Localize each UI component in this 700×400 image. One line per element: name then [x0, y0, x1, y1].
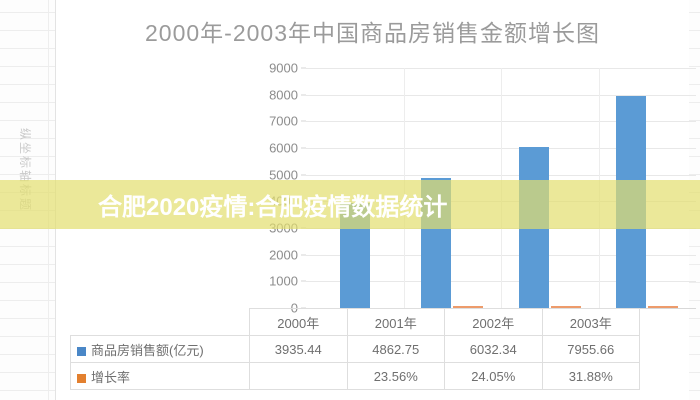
table-header-row: 2000年 2001年 2002年 2003年: [71, 308, 640, 336]
y-axis-tick-label: 6000: [269, 140, 298, 156]
table-cell: [249, 362, 348, 390]
y-axis-tick-label: 5000: [269, 167, 298, 183]
legend-label: 商品房销售额(亿元): [91, 342, 204, 358]
bar-growth-rate: [648, 306, 679, 308]
y-axis-tick-mark: [301, 120, 306, 122]
table-row-header: 商品房销售额(亿元): [70, 335, 250, 363]
table-row: 增长率 23.56% 24.05% 31.88%: [70, 362, 640, 390]
legend-label: 增长率: [91, 369, 131, 385]
table-cell: 31.88%: [541, 362, 640, 390]
y-axis-tick-mark: [301, 280, 306, 282]
table-cell: 23.56%: [346, 362, 445, 390]
y-axis-tick-label: 2000: [269, 247, 298, 263]
overlay-banner: 合肥2020疫情:合肥疫情数据统计: [0, 180, 700, 229]
legend-swatch-icon: [77, 346, 86, 356]
table-column-header: 2000年: [249, 308, 348, 336]
y-axis-tick-mark: [301, 174, 306, 176]
table-cell: 3935.44: [249, 335, 348, 363]
y-axis-tick-mark: [301, 94, 306, 96]
bar-growth-rate: [550, 306, 581, 308]
bar-growth-rate: [453, 306, 484, 308]
overlay-banner-text: 合肥2020疫情:合肥疫情数据统计: [98, 194, 448, 221]
table-cell: 6032.34: [444, 335, 543, 363]
table-row-header: 增长率: [70, 362, 250, 390]
table-cell: 4862.75: [346, 335, 445, 363]
legend-swatch-icon: [77, 373, 86, 383]
y-axis-tick-label: 8000: [269, 87, 298, 103]
y-axis-tick-label: 9000: [269, 60, 298, 76]
table-corner-cell: [71, 309, 250, 336]
table-column-header: 2003年: [541, 308, 640, 336]
y-axis-tick-label: 1000: [269, 273, 298, 289]
table-body: 商品房销售额(亿元) 3935.44 4862.75 6032.34 7955.66 增长…: [70, 335, 640, 390]
table-column-header: 2002年: [444, 308, 543, 336]
chart-title: 2000年-2003年中国商品房销售金额增长图: [145, 20, 600, 46]
table-cell: 24.05%: [444, 362, 543, 390]
table-column-header: 2001年: [346, 308, 445, 336]
table-row: 商品房销售额(亿元) 3935.44 4862.75 6032.34 7955.66: [70, 335, 640, 363]
y-axis-tick-label: 7000: [269, 113, 298, 129]
y-axis-tick-mark: [301, 254, 306, 256]
data-table: 2000年 2001年 2002年 2003年 商品房销售额(亿元) 3935.44 48…: [70, 308, 640, 390]
y-axis-tick-mark: [301, 147, 306, 149]
table-cell: 7955.66: [541, 335, 640, 363]
y-axis-tick-mark: [301, 67, 306, 69]
